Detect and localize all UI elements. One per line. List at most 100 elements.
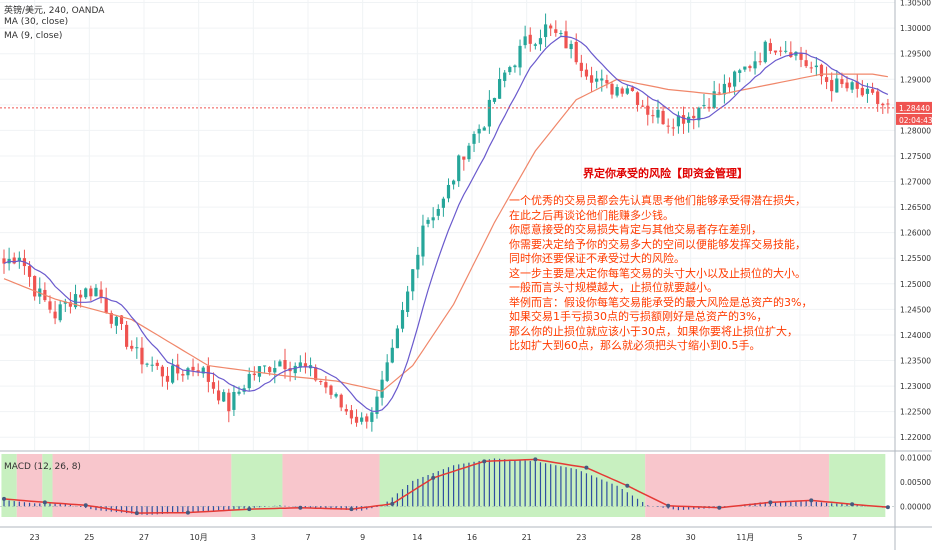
candle-body — [354, 416, 359, 423]
annotation-line: 那么你的止损位就应该小于30点，如果你要将止损位扩大， — [509, 324, 798, 338]
candle-body — [150, 364, 154, 366]
candle-body — [681, 115, 686, 124]
time-tick-label: 30 — [686, 533, 696, 542]
candle-body — [692, 115, 696, 119]
candle-body — [564, 31, 568, 49]
macd-cross-dot — [717, 505, 722, 510]
last-price-tag — [896, 101, 932, 113]
candle-body — [656, 109, 660, 118]
candle-body — [298, 362, 302, 368]
symbol-legend[interactable]: 英镑/美元, 240, OANDA — [4, 3, 104, 16]
candle-body — [600, 78, 604, 81]
candle-body — [758, 61, 762, 63]
candle-body — [99, 289, 103, 299]
candle-body — [855, 81, 859, 89]
time-tick-label: 7 — [305, 533, 310, 542]
candle-body — [206, 365, 210, 382]
candle-body — [395, 328, 400, 349]
ma9-line — [3, 35, 889, 413]
candle-body — [216, 390, 221, 401]
candle-body — [554, 29, 558, 33]
macd-cross-dot — [431, 475, 436, 480]
candle-body — [523, 36, 527, 46]
candle-body — [171, 365, 175, 383]
candle-body — [227, 392, 231, 412]
price-tick-label: 1.27000 — [900, 178, 931, 187]
candle-body — [753, 61, 757, 69]
candle-body — [748, 66, 752, 69]
macd-tick-label: 0.00000 — [900, 502, 931, 511]
candle-body — [12, 257, 16, 264]
candle-body — [165, 375, 170, 382]
ma9-legend[interactable]: MA (9, close) — [4, 31, 62, 41]
price-tick-label: 1.25000 — [900, 280, 931, 289]
macd-cross-dot — [885, 505, 890, 510]
ma9-label: MA (9, close) — [4, 31, 63, 41]
candle-body — [830, 80, 834, 92]
macd-cross-dot — [809, 498, 814, 503]
price-tick-label: 1.26000 — [900, 229, 931, 238]
time-tick-label: 16 — [467, 533, 477, 542]
candle-body — [63, 301, 67, 304]
macd-tick-label: 0.01000 — [900, 453, 931, 462]
candle-body — [73, 294, 78, 308]
candle-body — [799, 53, 803, 60]
candle-body — [538, 38, 543, 45]
candle-body — [533, 44, 537, 46]
candle-body — [528, 34, 532, 44]
candle-body — [870, 89, 875, 93]
price-tick-label: 1.28000 — [900, 126, 931, 135]
candle-body — [676, 115, 681, 127]
candle-body — [605, 80, 609, 84]
candle-body — [406, 291, 410, 312]
candle-body — [339, 394, 343, 408]
candle-body — [48, 301, 52, 310]
candle-body — [380, 379, 384, 398]
time-tick-label: 21 — [522, 533, 532, 542]
candle-body — [876, 91, 880, 104]
candle-body — [763, 41, 767, 63]
candle-body — [717, 92, 721, 94]
candle-body — [89, 288, 93, 297]
macd-tick-label: 0.00500 — [900, 478, 931, 487]
macd-cross-dot — [666, 503, 671, 508]
macd-regime-band — [829, 454, 886, 517]
time-tick-label: 10月 — [190, 533, 208, 542]
candle-body — [109, 313, 113, 324]
price-tick-label: 1.22000 — [900, 433, 931, 442]
candle-body — [324, 382, 328, 388]
macd-legend[interactable]: MACD (12, 26, 8) — [4, 462, 81, 472]
macd-cross-dot — [390, 501, 395, 506]
candle-body — [186, 368, 190, 376]
annotation-line: 你愿意接受的交易损失肯定与其他交易者存在差别， — [509, 223, 762, 236]
candle-body — [472, 133, 476, 144]
macd-cross-dot — [134, 511, 139, 516]
candle-body — [702, 105, 706, 107]
candle-body — [835, 78, 839, 93]
candle-body — [625, 88, 629, 94]
candle-body — [743, 66, 747, 70]
time-tick-label: 27 — [139, 533, 149, 542]
candle-body — [635, 92, 640, 105]
candle-body — [114, 316, 119, 326]
candle-body — [584, 69, 589, 77]
candle-body — [569, 43, 573, 50]
macd-cross-dot — [2, 496, 6, 501]
candle-body — [344, 409, 348, 412]
candle-body — [733, 71, 737, 87]
candle-body — [232, 391, 236, 410]
time-tick-label: 5 — [797, 533, 802, 542]
candle-body — [738, 70, 742, 73]
price-tick-label: 1.24500 — [900, 305, 931, 314]
candle-body — [125, 324, 129, 347]
candle-body — [589, 75, 594, 83]
candle-body — [257, 366, 262, 377]
candle-body — [385, 362, 389, 381]
candle-body — [421, 225, 425, 257]
candle-body — [176, 364, 180, 374]
candle-body — [579, 62, 583, 71]
ma30-legend[interactable]: MA (30, close) — [4, 17, 68, 27]
candle-body — [508, 67, 512, 73]
candle-body — [155, 362, 159, 366]
